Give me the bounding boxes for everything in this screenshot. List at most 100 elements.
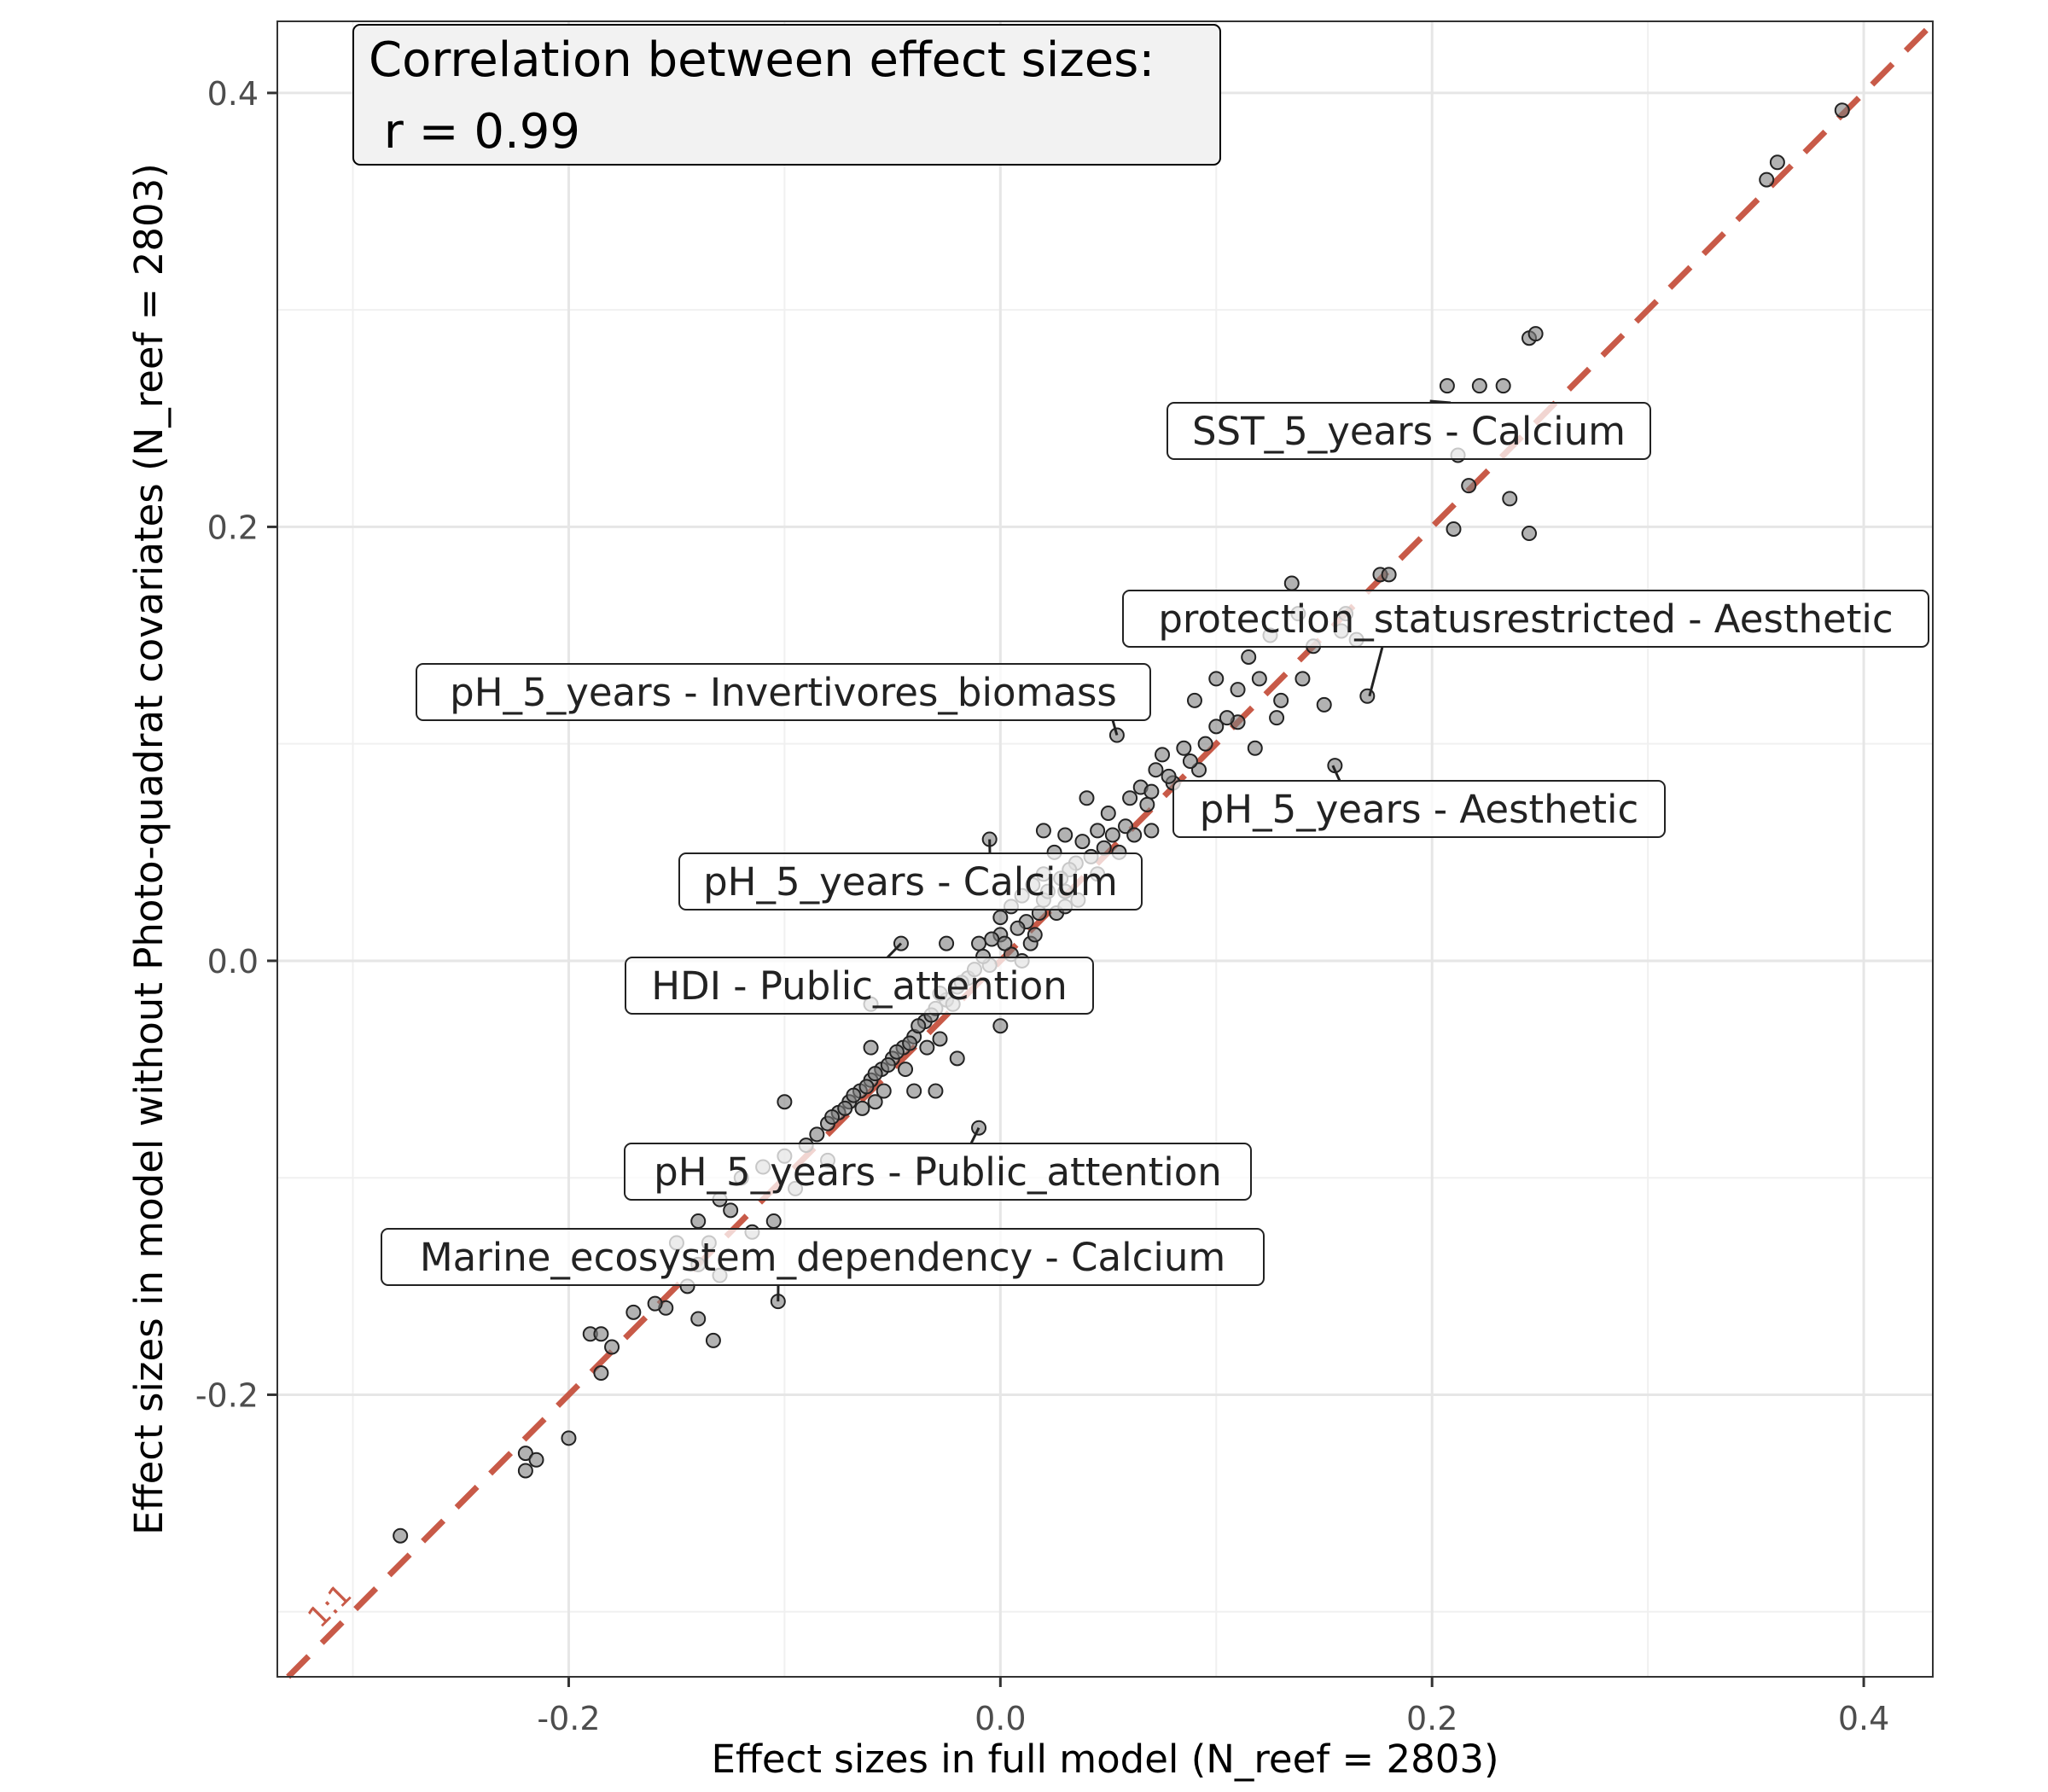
data-point [1769,154,1785,171]
data-point [604,1339,620,1355]
data-point [1035,823,1051,839]
data-point [898,1062,914,1078]
data-point [1219,710,1235,726]
data-point [1521,526,1538,542]
data-point [1502,491,1518,507]
y-tick-label: -0.2 [195,1376,259,1414]
grid-lines [277,21,1933,1677]
annotation-leader [886,942,903,959]
annotation-text: HDI - Public_attention [651,963,1068,1009]
data-point [837,1100,853,1116]
data-point [1471,378,1487,394]
data-point [1295,671,1311,687]
data-point [928,1083,944,1099]
data-point [846,1087,862,1103]
data-point [824,1109,841,1126]
annotation-leader [969,1127,980,1144]
correlation-box-frame [352,24,1221,166]
annotation-labels: SST_5_years - Calcium protection_statusre… [381,402,1929,1286]
data-point [1208,719,1225,735]
annotation-leader [1368,646,1384,697]
data-point [1027,927,1043,943]
data-point [1122,790,1138,806]
data-point [1057,827,1073,843]
annotation-text: pH_5_years - Aesthetic [1200,787,1639,832]
data-point [932,1031,948,1047]
annotation-box [416,663,1151,721]
data-point [528,1452,544,1468]
data-point [765,1213,782,1230]
data-point [1759,172,1775,188]
data-point [1143,823,1160,839]
annotation-box [381,1228,1265,1286]
data-point [997,935,1013,951]
correlation-line-1: Correlation between effect sizes: [369,32,1155,88]
annotation-text: SST_5_years - Calcium [1192,409,1626,454]
data-point [1251,671,1267,687]
data-point [1834,102,1850,119]
x-tick-label: 0.2 [1406,1700,1457,1737]
annotation-text: Marine_ecosystem_dependency - Calcium [420,1235,1225,1280]
data-point [1247,740,1263,756]
data-point [1269,710,1285,726]
y-tick-label: 0.2 [207,509,259,546]
correlation-line-2: r = 0.99 [369,104,580,160]
data-point [1148,762,1164,778]
data-point [1009,920,1026,936]
data-point [1446,521,1462,537]
data-point [690,1311,707,1327]
data-point [1439,378,1455,394]
data-point [867,1094,883,1110]
annotation-text: pH_5_years - Calcium [703,859,1118,905]
annotation-box [1122,590,1929,648]
data-point [949,1050,965,1067]
data-point [854,1100,870,1116]
annotation-label: pH_5_years - Invertivores_biomass [416,663,1151,721]
annotation-box [625,957,1094,1015]
annotation-leader-lines [777,399,1452,1302]
data-point [992,1018,1009,1034]
data-point [1182,753,1198,770]
data-point [517,1463,533,1479]
annotation-text: pH_5_years - Public_attention [654,1149,1222,1195]
data-point [911,1018,927,1034]
annotation-label: protection_statusrestricted - Aesthetic [1122,590,1929,648]
data-point [1381,567,1397,583]
annotation-label: pH_5_years - Aesthetic [1172,780,1666,838]
data-point [723,1202,739,1219]
annotation-label: pH_5_years - Public_attention [624,1143,1252,1201]
data-point [1139,796,1155,812]
data-point [1126,827,1143,843]
data-point [919,1039,935,1056]
data-point [1208,671,1225,687]
axis-ticks: -0.2 0.0 0.2 0.4 -0.2 0.0 0.2 0.4 [195,75,1889,1737]
data-point [992,910,1009,926]
annotation-box [678,852,1143,911]
y-tick-label: 0.4 [207,75,259,113]
annotation-text: protection_statusrestricted - Aesthetic [1158,596,1893,642]
data-point [1074,834,1091,850]
data-point [902,1035,918,1051]
data-point [939,935,955,951]
data-point [1241,649,1257,665]
data-point [971,935,987,951]
annotation-label: pH_5_years - Calcium [678,852,1143,911]
x-tick-label: 0.0 [975,1700,1026,1737]
data-point [1186,692,1202,708]
data-point [867,1066,883,1082]
data-point [1155,747,1171,763]
annotation-box [624,1143,1252,1201]
data-point [1161,768,1177,784]
annotation-label: SST_5_years - Calcium [1167,402,1651,460]
data-point [625,1304,642,1320]
y-axis-title: Effect sizes in model without Photo-quad… [126,163,172,1535]
data-point [1230,682,1246,698]
annotation-leader [1331,765,1341,782]
data-point [1100,806,1116,822]
y-tick-label: 0.0 [207,943,259,980]
data-point [809,1126,825,1143]
data-point [690,1213,707,1230]
annotation-box [1172,780,1666,838]
data-point [1176,740,1192,756]
